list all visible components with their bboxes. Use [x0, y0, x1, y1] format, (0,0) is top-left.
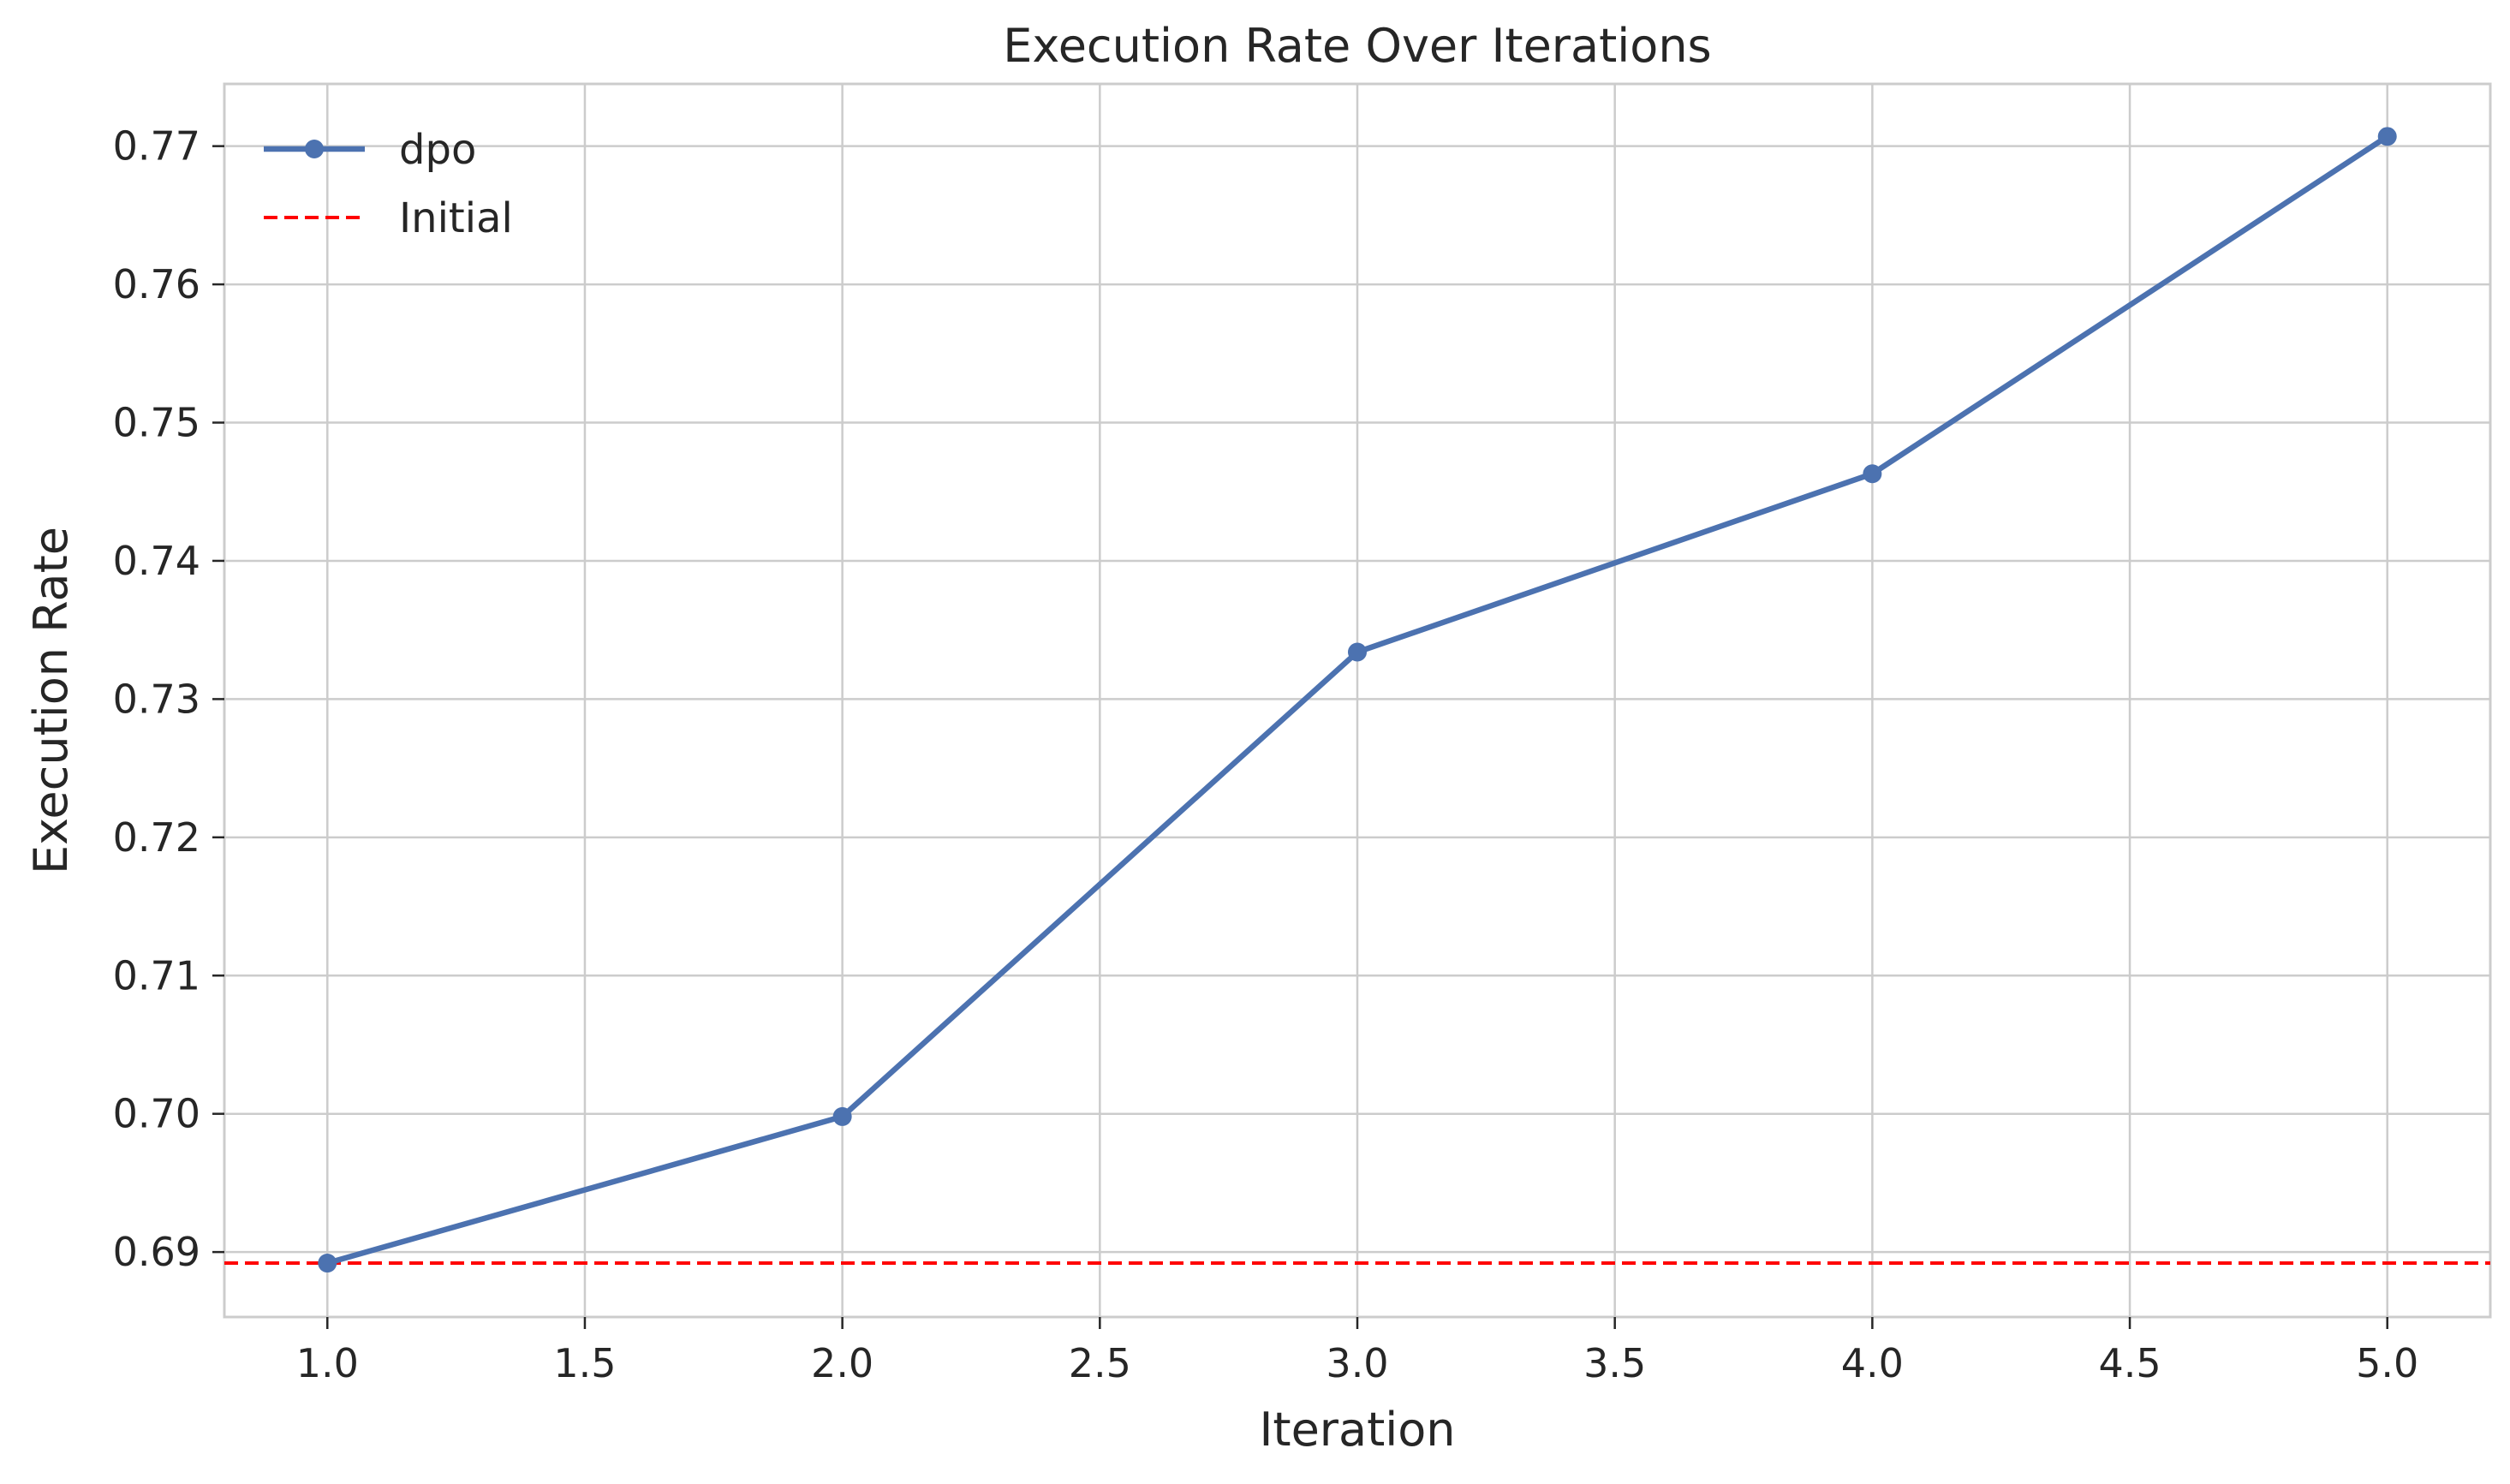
y-tick-label: 0.72 [113, 814, 200, 861]
x-tick-label: 3.0 [1326, 1340, 1388, 1386]
x-axis-label: Iteration [1259, 1403, 1455, 1457]
x-tick-label: 2.0 [811, 1340, 873, 1386]
legend-dpo-label: dpo [399, 126, 476, 174]
y-tick-label: 0.73 [113, 676, 200, 722]
y-tick-label: 0.76 [113, 261, 200, 307]
axis-ticks: 1.0 1.5 2.0 2.5 3.0 3.5 4.0 4.5 5.0 0.69 0.70 0.71 0… [113, 123, 2419, 1386]
dpo-data-point [2377, 127, 2397, 146]
y-tick-label: 0.70 [113, 1091, 200, 1137]
y-tick-label: 0.77 [113, 123, 200, 170]
y-axis-label: Execution Rate [24, 527, 78, 874]
y-tick-label: 0.74 [113, 538, 200, 584]
x-tick-label: 5.0 [2356, 1340, 2418, 1386]
legend: dpo Initial [264, 126, 513, 242]
chart-title: Execution Rate Over Iterations [1003, 19, 1711, 73]
dpo-data-point [318, 1254, 337, 1273]
grid-lines [224, 84, 2490, 1317]
legend-initial-label: Initial [399, 194, 513, 242]
legend-dpo-marker [305, 140, 324, 158]
data-series [318, 127, 2397, 1273]
x-tick-label: 1.5 [553, 1340, 616, 1386]
y-tick-label: 0.71 [113, 952, 200, 998]
dpo-data-point [1863, 464, 1882, 484]
x-tick-label: 4.5 [2098, 1340, 2161, 1386]
x-tick-label: 1.0 [296, 1340, 359, 1386]
dpo-data-point [832, 1106, 852, 1126]
y-tick-label: 0.69 [113, 1229, 200, 1275]
x-tick-label: 2.5 [1069, 1340, 1131, 1386]
dpo-data-point [1348, 642, 1367, 662]
y-tick-label: 0.75 [113, 400, 200, 446]
x-tick-label: 3.5 [1583, 1340, 1646, 1386]
x-tick-label: 4.0 [1841, 1340, 1904, 1386]
